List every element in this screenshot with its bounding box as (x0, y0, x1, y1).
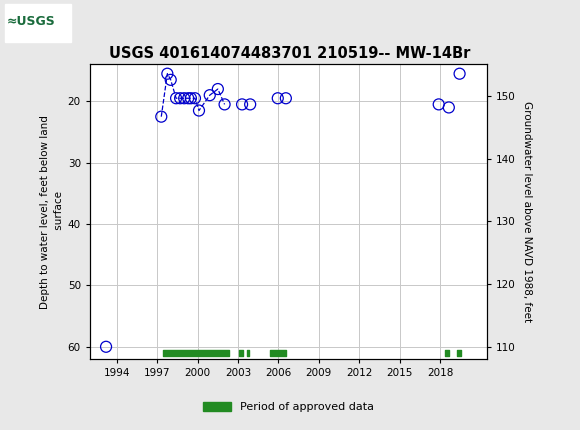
Text: USGS 401614074483701 210519-- MW-14Br: USGS 401614074483701 210519-- MW-14Br (109, 46, 471, 61)
Point (444, 104, 454, 111)
Point (237, 101, 246, 108)
Point (166, 77, 175, 83)
Point (194, 107, 204, 114)
Point (176, 95, 185, 101)
Point (281, 95, 291, 101)
Point (273, 95, 282, 101)
Point (213, 86, 223, 92)
Point (184, 95, 193, 101)
Point (163, 70, 172, 77)
Point (220, 101, 229, 108)
Point (190, 95, 200, 101)
Point (205, 92, 215, 98)
Y-axis label: Groundwater level above NAVD 1988, feet: Groundwater level above NAVD 1988, feet (521, 101, 531, 322)
Point (180, 95, 189, 101)
Point (102, 343, 111, 350)
Point (455, 70, 464, 77)
Point (186, 95, 195, 101)
Point (172, 95, 181, 101)
Point (245, 101, 255, 108)
FancyBboxPatch shape (5, 3, 71, 42)
Point (157, 113, 166, 120)
Y-axis label: Depth to water level, feet below land
 surface: Depth to water level, feet below land su… (41, 115, 64, 309)
Text: ≈USGS: ≈USGS (7, 15, 56, 28)
Point (434, 101, 443, 108)
Legend: Period of approved data: Period of approved data (199, 397, 378, 417)
